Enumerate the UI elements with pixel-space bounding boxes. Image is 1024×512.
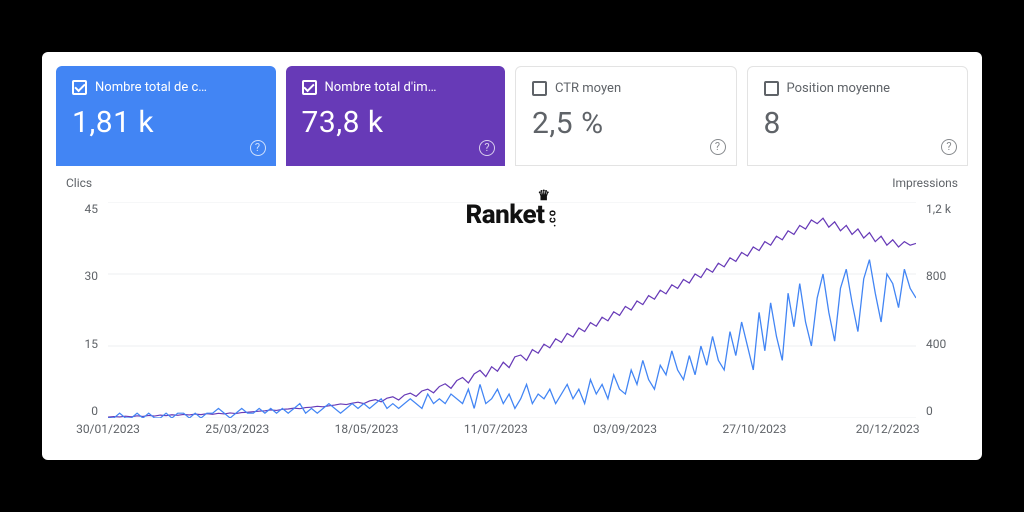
- performance-chart: Clics Impressions ♛ Ranket.co 4530150 1,…: [42, 166, 982, 460]
- checkbox-icon: [72, 80, 87, 95]
- y-axis-right-ticks: 1,2 k8004000: [920, 202, 960, 418]
- checkbox-icon: [532, 81, 547, 96]
- chart-svg: [108, 202, 916, 418]
- y-axis-left-ticks: 4530150: [64, 202, 104, 418]
- help-icon[interactable]: [479, 140, 495, 156]
- series-clicks: [108, 260, 916, 418]
- gsc-performance-panel: Nombre total de c… 1,81 k Nombre total d…: [42, 52, 982, 460]
- card-label: CTR moyen: [555, 81, 621, 96]
- plot-area: [108, 202, 916, 418]
- card-value: 8: [764, 106, 952, 141]
- y-axis-left-title: Clics: [66, 176, 92, 190]
- help-icon[interactable]: [941, 139, 957, 155]
- help-icon[interactable]: [710, 139, 726, 155]
- checkbox-icon: [302, 80, 317, 95]
- help-icon[interactable]: [250, 140, 266, 156]
- x-axis-ticks: 30/01/202325/03/202318/05/202311/07/2023…: [108, 422, 916, 442]
- card-value: 73,8 k: [302, 105, 490, 140]
- card-value: 2,5 %: [532, 106, 720, 141]
- gridlines: [108, 202, 916, 418]
- card-total-clicks[interactable]: Nombre total de c… 1,81 k: [56, 66, 276, 166]
- plot: 4530150 1,2 k8004000 30/01/202325/03/202…: [64, 202, 960, 442]
- card-label: Position moyenne: [787, 81, 891, 96]
- y-axis-right-title: Impressions: [892, 176, 958, 190]
- card-avg-position[interactable]: Position moyenne 8: [747, 66, 969, 166]
- card-label: Nombre total d'im…: [325, 80, 437, 95]
- card-value: 1,81 k: [72, 105, 260, 140]
- metric-cards-row: Nombre total de c… 1,81 k Nombre total d…: [42, 52, 982, 166]
- card-avg-ctr[interactable]: CTR moyen 2,5 %: [515, 66, 737, 166]
- checkbox-icon: [764, 81, 779, 96]
- card-total-impressions[interactable]: Nombre total d'im… 73,8 k: [286, 66, 506, 166]
- card-label: Nombre total de c…: [95, 80, 207, 95]
